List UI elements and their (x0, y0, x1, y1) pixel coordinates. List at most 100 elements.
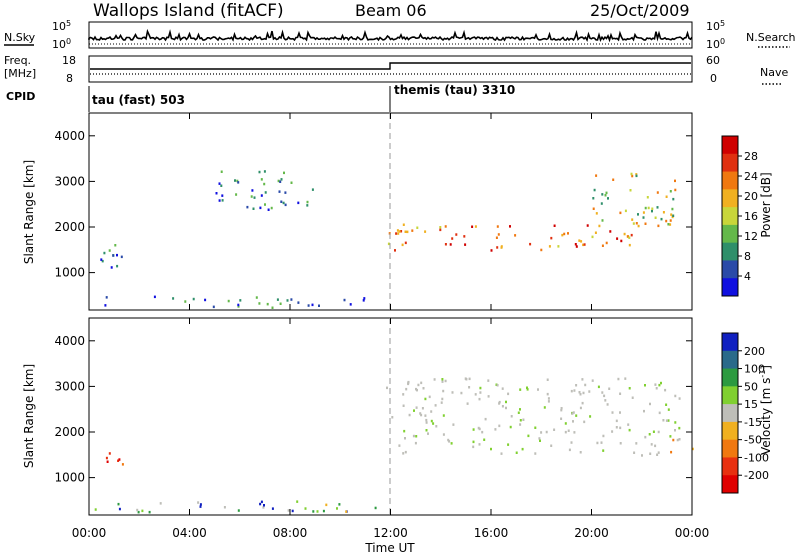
power-y-label: Slant Range [km] (22, 160, 36, 264)
heatmap-cell (402, 393, 405, 396)
heatmap-cell (648, 433, 651, 436)
x-tick-label: 12:00 (373, 526, 408, 540)
heatmap-cell (591, 235, 594, 239)
heatmap-cell (597, 385, 600, 389)
heatmap-cell (212, 305, 215, 309)
heatmap-cell (579, 406, 582, 410)
heatmap-cell (672, 438, 675, 442)
heatmap-cell (395, 232, 398, 235)
heatmap-cell (237, 181, 240, 184)
heatmap-cell (501, 387, 504, 390)
heatmap-cell (283, 171, 285, 175)
colorbar-tick-label: -100 (744, 451, 769, 464)
heatmap-cell (496, 246, 499, 249)
heatmap-cell (287, 509, 290, 512)
heatmap-cell (656, 191, 659, 194)
heatmap-cell (441, 380, 444, 383)
heatmap-cell (118, 458, 121, 461)
heatmap-cell (548, 245, 551, 248)
heatmap-cell (277, 179, 280, 183)
heatmap-cell (671, 207, 674, 211)
heatmap-cell (669, 219, 672, 222)
heatmap-cell (655, 387, 658, 390)
heatmap-cell (263, 504, 265, 507)
heatmap-cell (596, 441, 599, 445)
heatmap-cell (237, 509, 240, 512)
heatmap-cell (460, 391, 463, 395)
beam-label: Beam 06 (355, 1, 427, 20)
heatmap-cell (103, 251, 106, 255)
heatmap-cell (263, 170, 266, 173)
heatmap-cell (496, 384, 499, 387)
heatmap-cell (463, 235, 466, 238)
heatmap-cell (515, 451, 518, 454)
heatmap-cell (624, 377, 627, 380)
heatmap-cell (472, 428, 475, 431)
heatmap-cell (628, 428, 631, 432)
heatmap-cell (116, 253, 118, 257)
heatmap-cell (564, 430, 567, 434)
heatmap-cell (629, 189, 632, 192)
heatmap-cell (234, 179, 236, 182)
colorbar-segment (722, 457, 738, 476)
heatmap-cell (397, 232, 400, 235)
heatmap-cell (656, 206, 659, 209)
x-tick-label: 04:00 (172, 526, 207, 540)
colorbar-tick-label: 24 (744, 170, 758, 183)
heatmap-cell (570, 389, 573, 393)
nsky-label: N.Sky (4, 31, 36, 44)
heatmap-cell (563, 232, 566, 236)
heatmap-cell (500, 452, 503, 455)
heatmap-cell (416, 388, 418, 392)
heatmap-cell (425, 429, 428, 432)
heatmap-cell (605, 191, 608, 195)
noise-tick-high-left: 105 (52, 19, 71, 33)
x-axis-label: Time UT (364, 541, 415, 554)
heatmap-cell (413, 409, 415, 412)
velocity-colorbar-label: Velocity [m s-1] (758, 365, 773, 455)
heatmap-cell (444, 243, 447, 246)
heatmap-cell (296, 500, 299, 503)
heatmap-cell (637, 224, 640, 228)
heatmap-cell (667, 223, 670, 226)
heatmap-cell (306, 204, 309, 207)
heatmap-cell (509, 225, 511, 228)
heatmap-cell (451, 391, 454, 394)
heatmap-cell (534, 452, 537, 455)
heatmap-cell (529, 242, 532, 246)
velocity-colorbar: 200 100 50 15 -15 -50 -100 -200 (721, 332, 769, 494)
heatmap-cell (620, 239, 623, 243)
heatmap-cell (148, 510, 151, 514)
heatmap-cell (487, 395, 490, 398)
colorbar-tick-label: 100 (744, 363, 765, 376)
heatmap-cell (592, 207, 595, 210)
y-tick-label: 2000 (54, 425, 85, 439)
colorbar-segment (722, 333, 738, 352)
heatmap-cell (441, 397, 444, 401)
heatmap-cell (624, 209, 627, 213)
heatmap-cell (575, 245, 578, 248)
heatmap-cell (606, 403, 609, 406)
heatmap-cell (495, 236, 498, 239)
heatmap-cell (589, 415, 592, 418)
heatmap-cell (260, 194, 263, 197)
heatmap-cell (251, 189, 254, 192)
heatmap-cell (420, 381, 423, 385)
heatmap-cell (635, 442, 638, 445)
heatmap-cell (472, 445, 475, 449)
heatmap-cell (672, 197, 675, 201)
heatmap-cell (572, 420, 574, 423)
heatmap-cell (519, 408, 521, 411)
heatmap-cell (660, 217, 663, 221)
heatmap-cell (280, 200, 283, 203)
heatmap-cell (652, 430, 655, 433)
heatmap-cell (484, 417, 487, 421)
colorbar-tick-label: 50 (744, 380, 758, 393)
heatmap-cell (253, 196, 256, 199)
heatmap-cell (615, 426, 618, 429)
heatmap-cell (608, 387, 611, 390)
heatmap-cell (472, 440, 475, 444)
heatmap-cell (430, 419, 433, 423)
heatmap-cell (537, 388, 539, 391)
heatmap-cell (674, 394, 677, 398)
